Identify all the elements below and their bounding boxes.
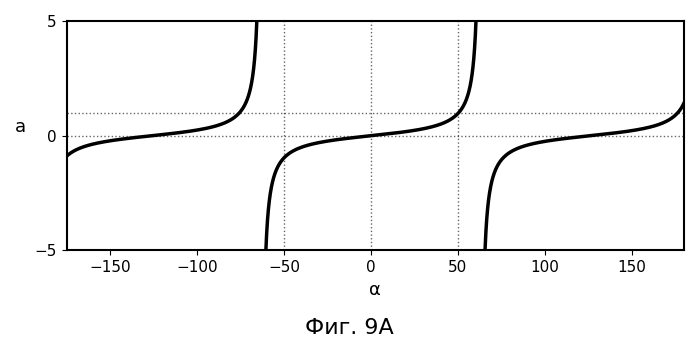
Text: Фиг. 9A: Фиг. 9A — [305, 318, 394, 338]
Y-axis label: a: a — [15, 118, 26, 136]
X-axis label: α: α — [369, 281, 381, 299]
